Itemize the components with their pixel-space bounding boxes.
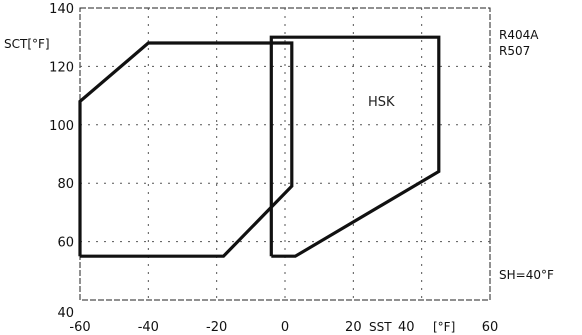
tick-labels: -60 -40 -20 0 20 60 40 40 60 80 100 120 140 <box>49 2 498 335</box>
y-tick-label: 40 <box>57 306 74 321</box>
y-tick-label: 60 <box>57 236 74 251</box>
series-layer <box>78 35 441 258</box>
x-tick-label: 40 <box>398 320 415 335</box>
x-tick-label: -40 <box>138 320 159 335</box>
refrigerant-r404a: R404A <box>499 28 539 42</box>
x-tick-label: -60 <box>69 320 90 335</box>
y-tick-label: 100 <box>49 119 74 134</box>
x-tick-label: 20 <box>345 320 362 335</box>
envelope-series-1 <box>269 35 441 258</box>
envelope-series-0 <box>78 41 294 258</box>
y-tick-label: 140 <box>49 2 74 17</box>
hsk-region-label: HSK <box>368 95 395 110</box>
x-tick-label: -20 <box>206 320 227 335</box>
x-axis-label: SST <box>369 320 392 334</box>
x-tick-label: 60 <box>482 320 499 335</box>
y-tick-label: 80 <box>57 177 74 192</box>
y-axis-label: SCT[°F] <box>4 37 50 51</box>
refrigerant-r507: R507 <box>499 44 530 58</box>
x-tick-label: 0 <box>281 320 289 335</box>
x-axis-unit: [°F] <box>433 320 455 334</box>
y-tick-label: 120 <box>49 60 74 75</box>
superheat-note: SH=40°F <box>499 268 554 282</box>
gridlines <box>80 8 490 300</box>
